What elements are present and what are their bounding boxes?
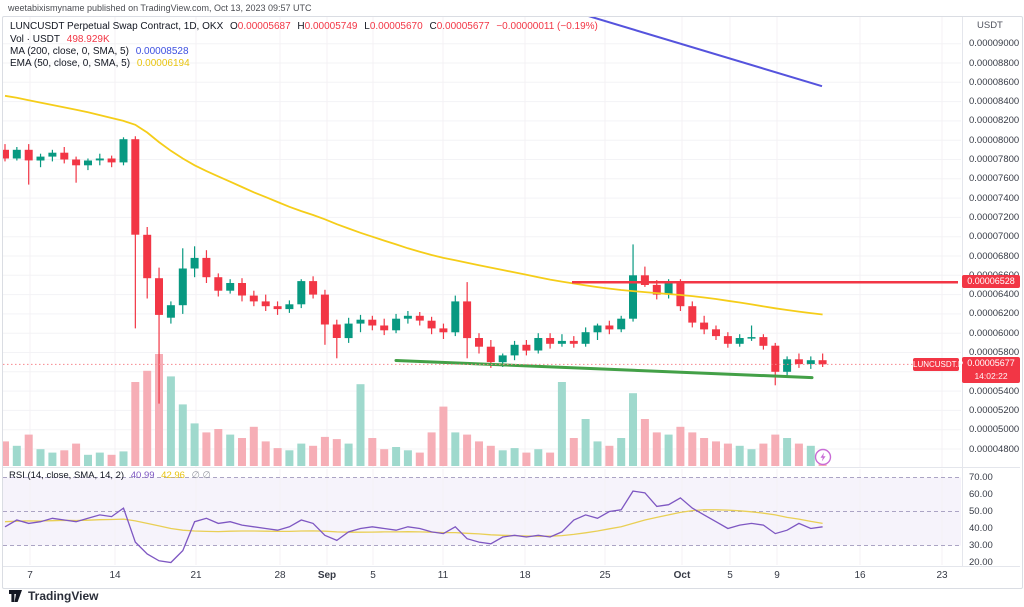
symbol-legend-row[interactable]: LUNCUSDT Perpetual Swap Contract, 1D, OK…: [10, 21, 602, 32]
price-axis-label: 0.00008800: [969, 58, 1020, 69]
ma-legend-row[interactable]: MA (200, close, 0, SMA, 5) 0.00008528: [10, 46, 193, 57]
price-axis-label: 0.00009000: [969, 38, 1020, 49]
time-axis-label: 5: [727, 570, 733, 581]
pane-separator[interactable]: [3, 467, 1020, 468]
series-label-badge[interactable]: LUNCUSDT.P: [913, 358, 964, 371]
ema-label: EMA (50, close, 0, SMA, 5): [10, 58, 131, 69]
price-axis-label: 0.00006400: [969, 289, 1020, 300]
price-axis-label: 0.00007200: [969, 212, 1020, 223]
rsi-axis-label: 70.00: [969, 472, 993, 483]
symbol-title[interactable]: LUNCUSDT Perpetual Swap Contract, 1D, OK…: [10, 21, 224, 32]
price-axis-label: 0.00008000: [969, 135, 1020, 146]
price-axis-label: 0.00006000: [969, 328, 1020, 339]
rsi-pane[interactable]: [3, 469, 961, 565]
price-axis-label: 0.00008400: [969, 96, 1020, 107]
high-value: 0.00005749: [304, 21, 358, 32]
low-label: L: [364, 21, 370, 32]
last-price-badge[interactable]: 0.00005677 14:02:22: [962, 357, 1020, 383]
time-axis-separator: [3, 566, 1020, 567]
last-price-value: 0.00005677: [967, 358, 1015, 368]
close-value: 0.00005677: [436, 21, 490, 32]
rsi-label: RSI (14, close, SMA, 14, 2): [9, 470, 125, 481]
resistance-price-badge[interactable]: 0.00006528: [962, 275, 1020, 288]
price-axis-separator[interactable]: [962, 17, 963, 566]
volume-legend-row[interactable]: Vol · USDT 498.929K: [10, 34, 114, 45]
low-value: 0.00005670: [369, 21, 423, 32]
price-axis-label: 0.00005200: [969, 405, 1020, 416]
price-axis-label: 0.00007800: [969, 154, 1020, 165]
price-axis-label: 0.00005000: [969, 424, 1020, 435]
close-label: C: [429, 21, 437, 32]
flash-icon[interactable]: [814, 448, 832, 466]
rsi-axis-label: 20.00: [969, 557, 993, 568]
price-axis-label: 0.00007400: [969, 193, 1020, 204]
ema-legend-row[interactable]: EMA (50, close, 0, SMA, 5) 0.00006194: [10, 58, 194, 69]
time-axis-label: 14: [109, 570, 121, 581]
price-axis-label: 0.00005800: [969, 347, 1020, 358]
open-label: O: [230, 21, 238, 32]
rsi-ma-value: 42.96: [161, 470, 185, 481]
ma-value: 0.00008528: [135, 46, 189, 57]
tradingview-logo-text: TradingView: [28, 589, 99, 603]
tradingview-logo[interactable]: TradingView: [8, 589, 98, 603]
rsi-value: 40.99: [130, 470, 155, 481]
rsi-axis-label: 40.00: [969, 523, 993, 534]
rsi-legend-row[interactable]: RSI (14, close, SMA, 14, 2) 40.99 42.96 …: [9, 470, 215, 481]
countdown-timer: 14:02:22: [974, 371, 1008, 381]
rsi-axis-label: 50.00: [969, 506, 993, 517]
time-axis-label: 18: [519, 570, 531, 581]
time-axis-label: 7: [27, 570, 33, 581]
time-axis-label: 11: [437, 570, 449, 581]
tradingview-mark-icon: [9, 590, 22, 602]
rsi-axis-label: 30.00: [969, 540, 993, 551]
attribution-text: weetabixismyname published on TradingVie…: [8, 3, 312, 13]
volume-value: 498.929K: [66, 34, 110, 45]
time-axis-label: 25: [599, 570, 611, 581]
rsi-hidden-values: ∅ ∅: [191, 470, 211, 481]
time-axis-label: 16: [854, 570, 866, 581]
price-axis-label: 0.00008200: [969, 115, 1020, 126]
change-value: −0.00000011 (−0.19%): [496, 21, 598, 32]
axis-currency-label[interactable]: USDT: [977, 20, 1003, 31]
time-axis-label: 21: [190, 570, 202, 581]
price-axis-label: 0.00008600: [969, 77, 1020, 88]
time-axis-label: Sep: [317, 570, 337, 581]
volume-label: Vol · USDT: [10, 34, 61, 45]
ema-value: 0.00006194: [136, 58, 190, 69]
chart-widget-frame: [2, 16, 1023, 589]
time-axis-label: 23: [936, 570, 948, 581]
time-axis-label: Oct: [673, 570, 691, 581]
rsi-axis-label: 60.00: [969, 489, 993, 500]
time-axis-label: 9: [774, 570, 780, 581]
time-axis-label: 5: [370, 570, 376, 581]
time-axis-label: 28: [274, 570, 286, 581]
ma-label: MA (200, close, 0, SMA, 5): [10, 46, 129, 57]
price-axis-label: 0.00004800: [969, 444, 1020, 455]
price-axis-label: 0.00006200: [969, 308, 1020, 319]
open-value: 0.00005687: [237, 21, 291, 32]
price-axis-label: 0.00007000: [969, 231, 1020, 242]
high-label: H: [297, 21, 305, 32]
main-chart-pane[interactable]: [3, 17, 961, 467]
price-axis-label: 0.00005400: [969, 386, 1020, 397]
price-axis-label: 0.00007600: [969, 173, 1020, 184]
price-axis-label: 0.00006800: [969, 251, 1020, 262]
